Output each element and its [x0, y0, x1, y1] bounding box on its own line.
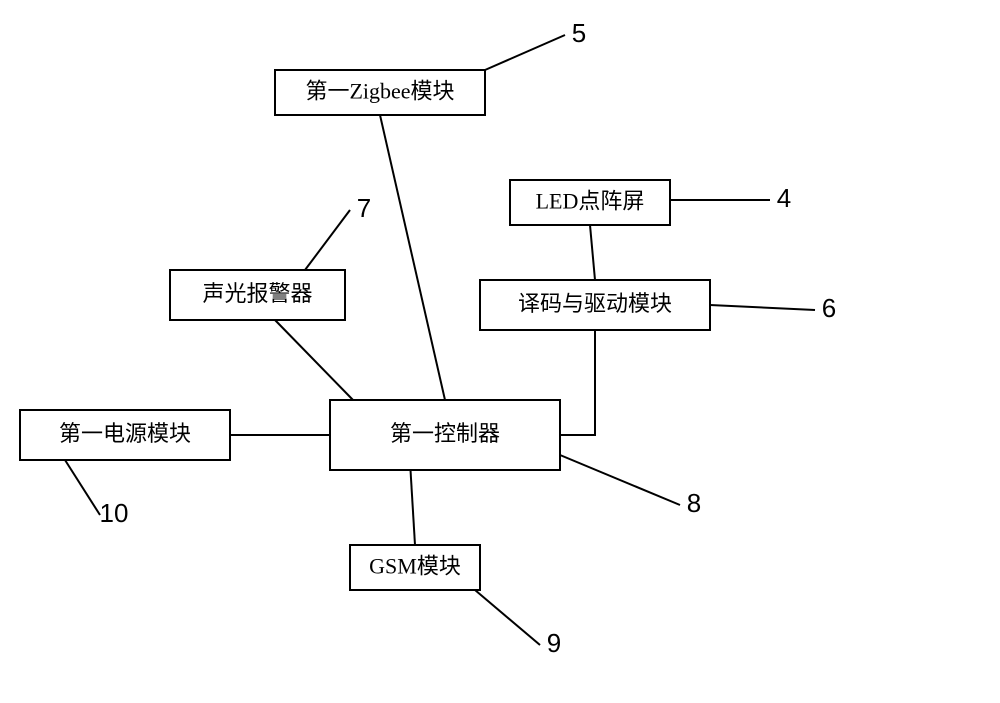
- callout-num-6: 6: [822, 293, 836, 323]
- node-decode-label: 译码与驱动模块: [518, 291, 672, 316]
- callout-line-9: [475, 590, 540, 645]
- edge-decode-controller: [560, 330, 595, 435]
- callout-num-9: 9: [547, 628, 561, 658]
- callout-num-8: 8: [687, 488, 701, 518]
- callout-line-7: [305, 210, 350, 270]
- node-zigbee: 第一Zigbee模块: [275, 70, 485, 115]
- edge-led-decode: [590, 225, 595, 280]
- node-power-label: 第一电源模块: [59, 421, 191, 446]
- edge-alarm-controller: [275, 320, 353, 400]
- node-alarm-label: 声光报警器: [202, 281, 312, 306]
- callout-num-4: 4: [777, 183, 791, 213]
- node-power: 第一电源模块: [20, 410, 230, 460]
- callout-num-5: 5: [572, 18, 586, 48]
- callout-line-6: [710, 305, 815, 310]
- node-controller: 第一控制器: [330, 400, 560, 470]
- callout-line-8: [560, 455, 680, 505]
- callout-line-10: [65, 460, 100, 515]
- node-led-label: LED点阵屏: [536, 189, 645, 214]
- edge-controller-gsm: [411, 470, 416, 545]
- node-decode: 译码与驱动模块: [480, 280, 710, 330]
- node-zigbee-label: 第一Zigbee模块: [305, 79, 454, 104]
- edge-zigbee-controller: [380, 115, 445, 400]
- callout-num-7: 7: [357, 193, 371, 223]
- node-led: LED点阵屏: [510, 180, 670, 225]
- node-gsm-label: GSM模块: [369, 554, 461, 579]
- callout-line-5: [485, 35, 565, 70]
- node-gsm: GSM模块: [350, 545, 480, 590]
- node-controller-label: 第一控制器: [390, 421, 500, 446]
- node-alarm: 声光报警器: [170, 270, 345, 320]
- callout-num-10: 10: [100, 498, 129, 528]
- block-diagram: 第一Zigbee模块 LED点阵屏声光报警器 译码与驱动模块第一电源模块 第一控制器 G…: [0, 0, 1000, 703]
